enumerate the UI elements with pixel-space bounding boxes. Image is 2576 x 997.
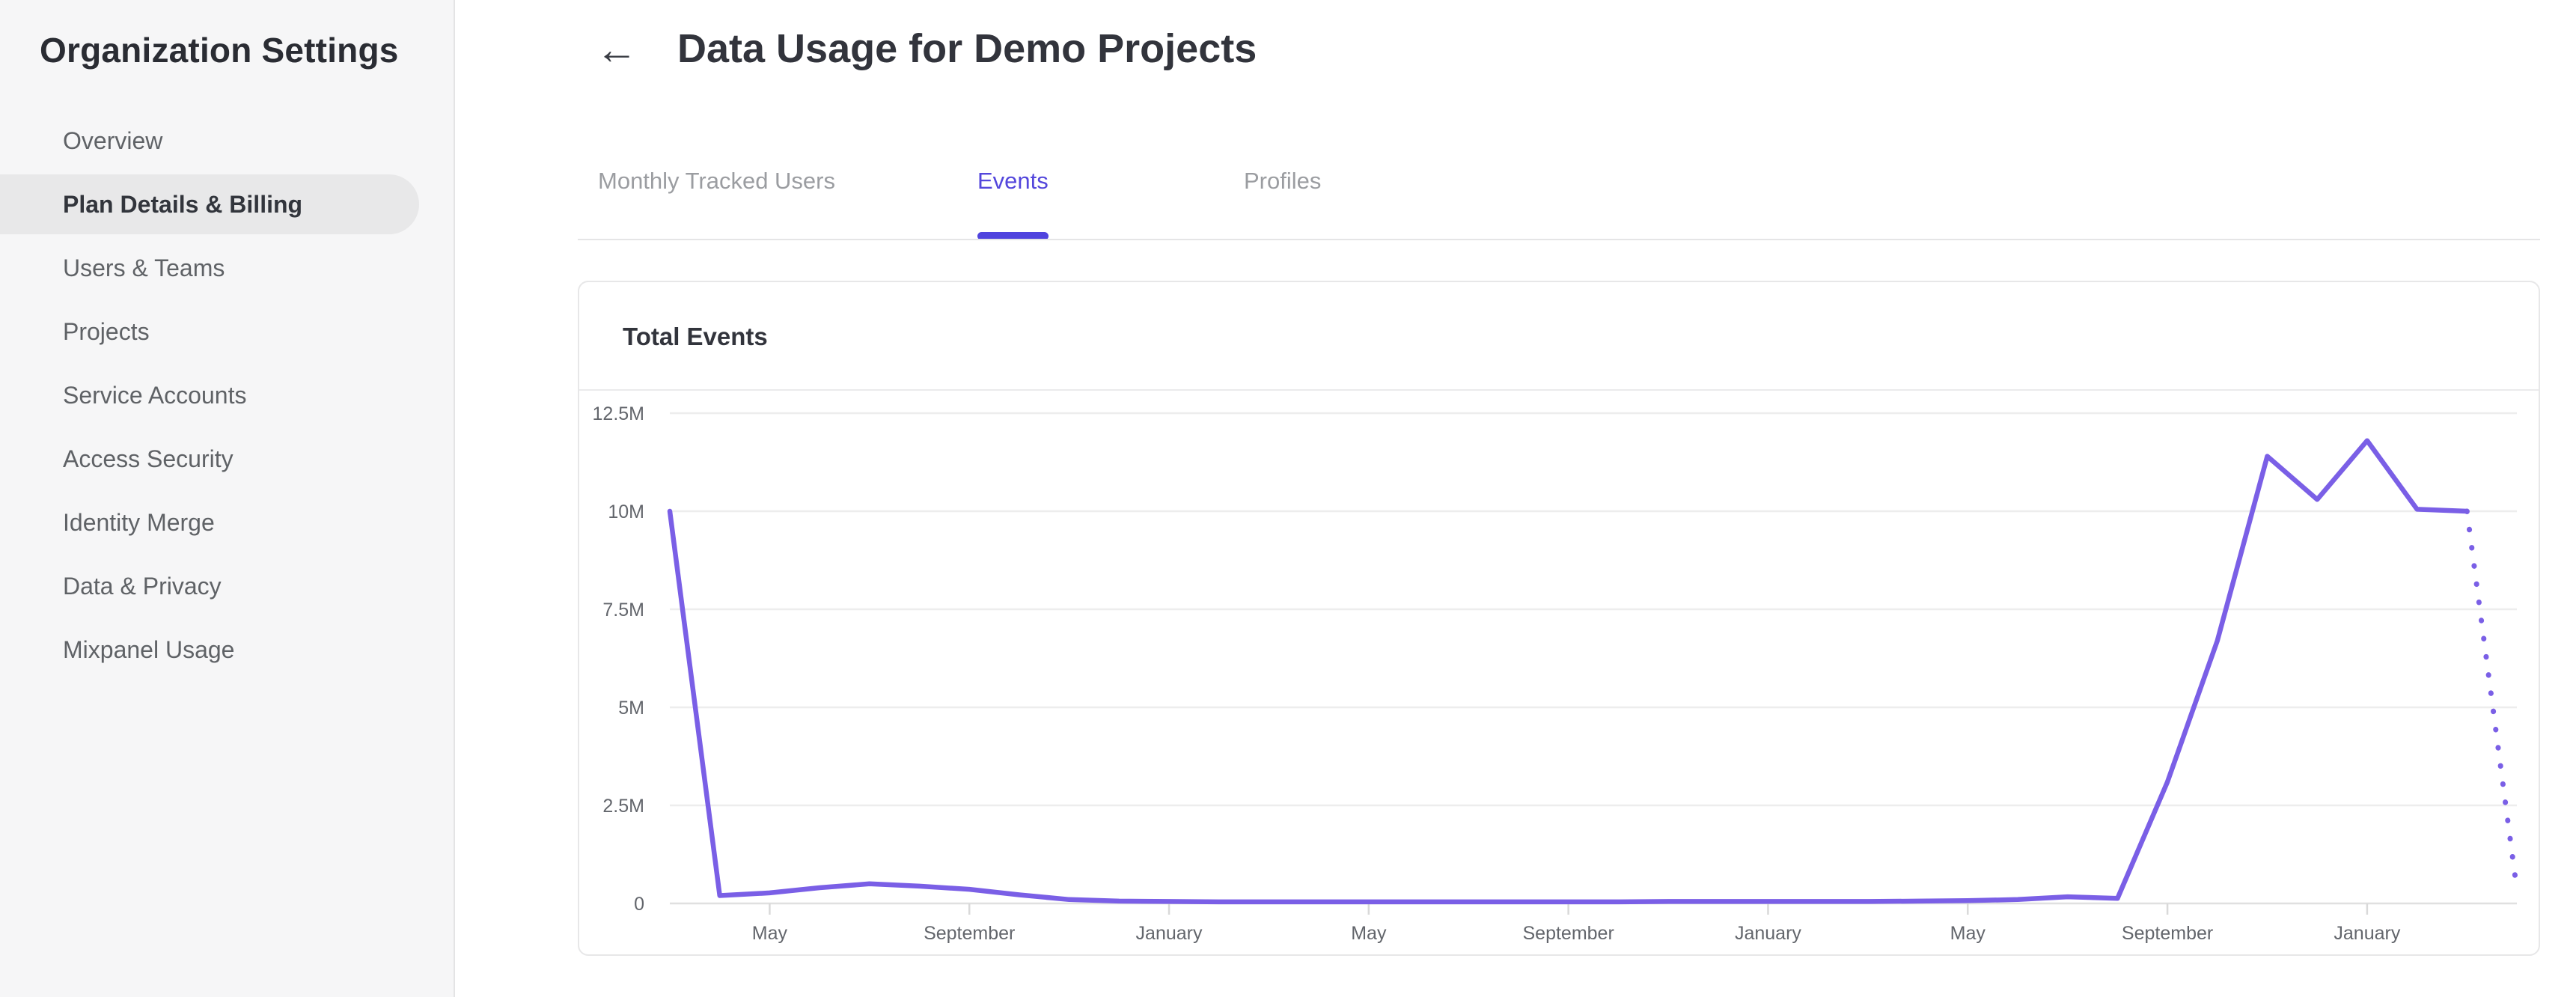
card-header: Total Events	[579, 282, 2539, 391]
svg-text:January: January	[2334, 923, 2400, 944]
tab-label: Events	[977, 168, 1049, 194]
sidebar-item-projects[interactable]: Projects	[0, 302, 419, 362]
svg-text:January: January	[1735, 923, 1801, 944]
sidebar-item-label: Mixpanel Usage	[63, 635, 235, 663]
sidebar: Organization Settings Overview Plan Deta…	[0, 0, 455, 997]
svg-text:September: September	[924, 923, 1015, 944]
sidebar-item-mixpanel-usage[interactable]: Mixpanel Usage	[0, 620, 419, 680]
back-arrow-icon[interactable]: ←	[596, 25, 638, 73]
tab-events[interactable]: Events	[977, 168, 1049, 240]
svg-text:0: 0	[634, 894, 644, 915]
sidebar-item-plan-details-billing[interactable]: Plan Details & Billing	[0, 174, 419, 234]
card-title: Total Events	[623, 323, 768, 350]
sidebar-title: Organization Settings	[40, 31, 399, 70]
sidebar-item-access-security[interactable]: Access Security	[0, 429, 419, 489]
svg-text:7.5M: 7.5M	[602, 600, 644, 621]
tab-active-underline	[977, 232, 1049, 240]
sidebar-item-label: Access Security	[63, 445, 234, 472]
sidebar-item-identity-merge[interactable]: Identity Merge	[0, 493, 419, 552]
tabs-divider	[578, 239, 2540, 240]
page-title: Data Usage for Demo Projects	[677, 26, 1257, 71]
total-events-chart: 12.5M 10M 7.5M 5M 2.5M 0 May September January Ma…	[579, 392, 2539, 954]
svg-text:5M: 5M	[618, 698, 644, 719]
sidebar-item-label: Users & Teams	[63, 254, 225, 281]
tab-label: Monthly Tracked Users	[598, 168, 835, 194]
svg-text:May: May	[1351, 923, 1387, 944]
svg-text:2.5M: 2.5M	[602, 796, 644, 817]
sidebar-item-label: Data & Privacy	[63, 572, 222, 600]
svg-text:May: May	[1950, 923, 1986, 944]
sidebar-item-users-teams[interactable]: Users & Teams	[0, 238, 419, 298]
sidebar-item-label: Projects	[63, 317, 150, 345]
tab-label: Profiles	[1244, 168, 1322, 194]
tab-profiles[interactable]: Profiles	[1244, 168, 1321, 240]
sidebar-nav: Overview Plan Details & Billing Users & …	[0, 111, 454, 683]
sidebar-item-label: Identity Merge	[63, 508, 215, 536]
sidebar-item-service-accounts[interactable]: Service Accounts	[0, 365, 419, 425]
svg-text:September: September	[2122, 923, 2213, 944]
sidebar-item-label: Overview	[63, 126, 163, 154]
sidebar-item-label: Plan Details & Billing	[63, 190, 303, 218]
svg-text:January: January	[1136, 923, 1203, 944]
svg-text:10M: 10M	[608, 501, 644, 522]
sidebar-item-overview[interactable]: Overview	[0, 111, 419, 171]
total-events-card: Total Events 12.5M 10M 7.5M 5M 2.5M 0 May Septe…	[578, 281, 2540, 956]
tab-monthly-tracked-users[interactable]: Monthly Tracked Users	[598, 168, 835, 240]
sidebar-item-label: Service Accounts	[63, 381, 247, 409]
svg-text:12.5M: 12.5M	[593, 403, 644, 424]
svg-text:May: May	[752, 923, 788, 944]
svg-text:September: September	[1523, 923, 1614, 944]
sidebar-item-data-privacy[interactable]: Data & Privacy	[0, 556, 419, 616]
